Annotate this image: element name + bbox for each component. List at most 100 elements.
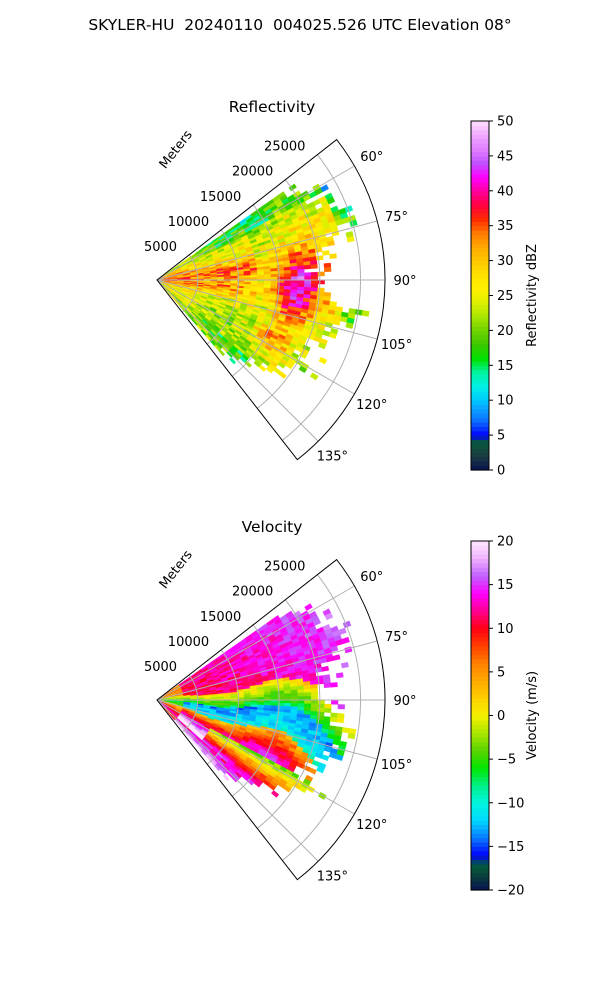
field-cell bbox=[243, 275, 252, 279]
field-cell bbox=[229, 357, 237, 365]
field-cell bbox=[336, 713, 345, 719]
colorbar-band bbox=[471, 588, 489, 594]
colorbar-band bbox=[471, 400, 489, 406]
colorbar-label: Reflectivity dBZ bbox=[525, 244, 540, 347]
colorbar-band bbox=[471, 876, 489, 882]
azimuth-tick-label: 105° bbox=[381, 338, 412, 353]
field-cell bbox=[335, 672, 344, 679]
field-cell bbox=[303, 688, 312, 694]
colorbar-band bbox=[471, 641, 489, 647]
colorbar-band bbox=[471, 278, 489, 284]
radial-axis-label: Meters bbox=[157, 548, 196, 592]
field-cell bbox=[257, 274, 265, 278]
colorbar-band bbox=[471, 868, 489, 874]
colorbar-tick-label: 25 bbox=[497, 289, 514, 304]
colorbar-band bbox=[471, 422, 489, 427]
azimuth-gridline bbox=[156, 585, 355, 701]
range-ring bbox=[206, 649, 239, 765]
colorbar-band bbox=[471, 671, 489, 677]
colorbar-band bbox=[471, 658, 489, 664]
azimuth-tick-label: 120° bbox=[356, 398, 387, 413]
colorbar-band bbox=[471, 802, 489, 808]
field-cell bbox=[310, 279, 319, 285]
field-cell bbox=[324, 612, 334, 621]
colorbar-band bbox=[471, 549, 489, 555]
field-cell bbox=[337, 704, 345, 710]
field-cell bbox=[316, 766, 325, 774]
colorbar-band bbox=[471, 225, 489, 231]
colorbar-band bbox=[471, 299, 489, 305]
field-cell bbox=[340, 316, 349, 323]
field-cell bbox=[317, 342, 327, 350]
colorbar-band bbox=[471, 698, 489, 704]
colorbar-band bbox=[471, 785, 489, 791]
colorbar-band bbox=[471, 404, 489, 410]
field-cell bbox=[297, 283, 305, 288]
field-cell bbox=[250, 274, 258, 278]
field-cell bbox=[284, 702, 292, 707]
colorbar-band bbox=[471, 619, 489, 625]
colorbar-band bbox=[471, 452, 489, 458]
azimuth-tick-label: 90° bbox=[393, 694, 416, 709]
colorbar-band bbox=[471, 798, 489, 804]
colorbar-band bbox=[471, 567, 489, 573]
field-cell bbox=[277, 361, 286, 369]
colorbar: 0 5 10 15 20 25 30 35 40 45 50 Reflectivity dBZ bbox=[470, 115, 540, 479]
sector-outline bbox=[156, 138, 386, 461]
field-cell bbox=[323, 262, 332, 268]
colorbar-band bbox=[471, 330, 489, 336]
field-cell bbox=[298, 365, 308, 374]
colorbar-band bbox=[471, 702, 489, 708]
field-cell bbox=[284, 273, 292, 278]
field-cell bbox=[298, 785, 308, 794]
colorbar-band bbox=[471, 772, 489, 778]
field-cell bbox=[317, 699, 325, 705]
colorbar-band bbox=[471, 343, 489, 349]
colorbar-tick-label: −20 bbox=[497, 884, 524, 899]
colorbar-band bbox=[471, 636, 489, 642]
field-cell bbox=[346, 235, 355, 243]
field-cell bbox=[297, 699, 305, 704]
field-cell bbox=[331, 699, 339, 705]
azimuth-tick-label: 75° bbox=[385, 630, 408, 645]
field-cell bbox=[297, 703, 305, 708]
colorbar-band bbox=[471, 689, 489, 695]
colorbar-band bbox=[471, 824, 489, 830]
field-cell bbox=[336, 717, 345, 724]
field-cell bbox=[243, 695, 252, 699]
panel-reflectivity: 60° 75° 90° 105° 120° 135° 5000 10000 15000 20000… bbox=[144, 98, 540, 479]
azimuth-gridline bbox=[156, 279, 319, 442]
field-cell bbox=[310, 264, 318, 269]
colorbar-band bbox=[471, 321, 489, 327]
range-ring bbox=[181, 674, 199, 733]
field-cell bbox=[341, 727, 350, 734]
colorbar-band bbox=[471, 863, 489, 869]
colorbar-band bbox=[471, 387, 489, 393]
field-cell bbox=[326, 196, 336, 205]
panel-title: Reflectivity bbox=[229, 98, 316, 116]
azimuth-gridline bbox=[156, 220, 378, 281]
field-cell bbox=[317, 279, 325, 285]
field-cell bbox=[265, 366, 274, 374]
azimuth-gridline bbox=[156, 279, 355, 395]
field-cell bbox=[271, 790, 280, 798]
colorbar-tick-label: 20 bbox=[497, 324, 514, 339]
field-cell bbox=[355, 309, 363, 316]
field-cell bbox=[270, 690, 278, 695]
field-cell bbox=[315, 255, 324, 261]
field-cell bbox=[304, 279, 312, 284]
colorbar-band bbox=[471, 741, 489, 747]
field-cell bbox=[310, 287, 318, 293]
colorbar-band bbox=[471, 369, 489, 375]
azimuth-tick-label: 60° bbox=[360, 570, 383, 585]
radial-tick-label: 10000 bbox=[168, 215, 209, 230]
colorbar-band bbox=[471, 593, 489, 599]
colorbar-band bbox=[471, 203, 489, 209]
field-cell bbox=[320, 184, 329, 193]
radial-tick-label: 15000 bbox=[200, 610, 241, 625]
field-cell bbox=[285, 361, 294, 370]
figure-title: SKYLER-HU 20240110 004025.526 UTC Elevat… bbox=[88, 16, 512, 34]
field-cell bbox=[347, 732, 356, 740]
field-cell bbox=[304, 276, 312, 281]
colorbar-band bbox=[471, 125, 489, 131]
